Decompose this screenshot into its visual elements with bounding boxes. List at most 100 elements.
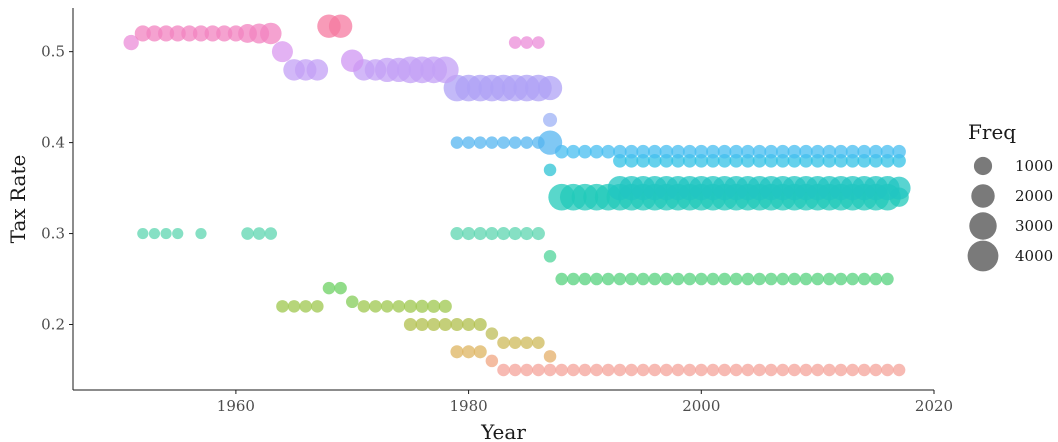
legend-size-key	[971, 184, 995, 208]
data-point	[589, 144, 604, 159]
legend-size-key	[969, 212, 997, 240]
data-point	[613, 363, 627, 377]
data-point	[438, 317, 452, 332]
data-point	[532, 336, 545, 349]
data-point	[473, 317, 487, 332]
data-point	[195, 227, 207, 240]
data-point	[345, 295, 359, 309]
legend-label: 3000	[1015, 217, 1053, 235]
data-point	[706, 272, 720, 286]
data-point	[857, 144, 871, 159]
data-point	[787, 144, 802, 159]
y-axis-title: Tax Rate	[6, 155, 30, 244]
data-point	[497, 336, 510, 349]
data-point	[264, 227, 278, 240]
data-point	[241, 227, 254, 240]
data-point	[462, 317, 476, 332]
data-point	[148, 227, 161, 240]
legend-freq: Freq 1000 2000 3000 4000	[967, 120, 1053, 272]
data-point	[729, 144, 743, 159]
data-point	[788, 272, 801, 286]
data-point	[729, 363, 743, 377]
data-point	[636, 363, 650, 377]
data-point	[160, 227, 172, 240]
data-point	[881, 272, 894, 286]
data-point	[834, 144, 848, 159]
data-point	[260, 22, 282, 45]
data-point	[328, 14, 353, 38]
data-point	[811, 363, 824, 377]
data-point	[252, 227, 266, 240]
data-point	[340, 49, 364, 73]
data-point	[392, 300, 406, 313]
data-point	[403, 317, 417, 332]
data-point	[671, 363, 685, 377]
data-point	[438, 299, 452, 313]
data-point	[799, 272, 813, 286]
data-point	[520, 36, 534, 49]
data-point	[683, 272, 696, 286]
data-point	[520, 336, 534, 349]
data-point	[566, 144, 581, 159]
data-point	[169, 25, 186, 42]
data-point	[555, 363, 568, 377]
legend-size-key	[973, 156, 993, 176]
data-point	[810, 144, 825, 159]
data-point	[537, 75, 563, 101]
data-point	[473, 227, 487, 241]
data-point	[508, 363, 522, 377]
data-point	[613, 144, 627, 159]
legend-label: 4000	[1015, 247, 1053, 265]
data-point	[306, 59, 329, 81]
data-point	[508, 336, 522, 349]
data-point	[276, 300, 289, 313]
data-point	[823, 272, 836, 286]
data-point	[216, 25, 233, 42]
x-tick-label: 2000	[682, 397, 720, 415]
data-point	[473, 345, 487, 359]
data-point	[601, 363, 615, 377]
data-point	[601, 272, 615, 286]
data-point	[846, 272, 859, 286]
data-point	[450, 227, 464, 241]
data-point	[543, 363, 557, 377]
data-point	[601, 144, 616, 159]
data-point	[660, 363, 673, 377]
data-point	[590, 272, 603, 286]
data-point	[846, 363, 859, 377]
data-point	[485, 354, 499, 368]
legend-title: Freq	[968, 120, 1016, 144]
legend-label: 2000	[1015, 187, 1053, 205]
data-point	[764, 363, 778, 377]
data-point	[845, 144, 860, 159]
legend-size-key	[967, 240, 999, 272]
data-point	[123, 34, 139, 51]
data-point	[834, 272, 848, 286]
data-point	[299, 300, 312, 313]
x-axis-title: Year	[480, 420, 526, 442]
data-point	[887, 176, 911, 200]
y-tick-label: 0.3	[41, 225, 65, 243]
data-point	[287, 300, 301, 313]
data-point	[496, 227, 511, 241]
data-point	[822, 144, 837, 159]
legend-label: 1000	[1015, 157, 1053, 175]
data-point	[497, 136, 510, 149]
data-point	[718, 272, 731, 286]
data-point	[146, 25, 163, 42]
data-point	[799, 144, 813, 159]
data-point	[892, 144, 906, 159]
data-point	[555, 272, 568, 286]
data-point	[431, 56, 459, 84]
data-point	[624, 144, 639, 159]
data-point	[682, 144, 697, 159]
data-point	[578, 144, 592, 159]
data-point	[543, 112, 558, 127]
data-point	[415, 299, 429, 313]
data-point	[578, 363, 592, 377]
y-tick-label: 0.5	[41, 43, 65, 61]
data-point	[567, 363, 580, 377]
data-point	[695, 363, 708, 377]
data-point	[485, 136, 499, 149]
